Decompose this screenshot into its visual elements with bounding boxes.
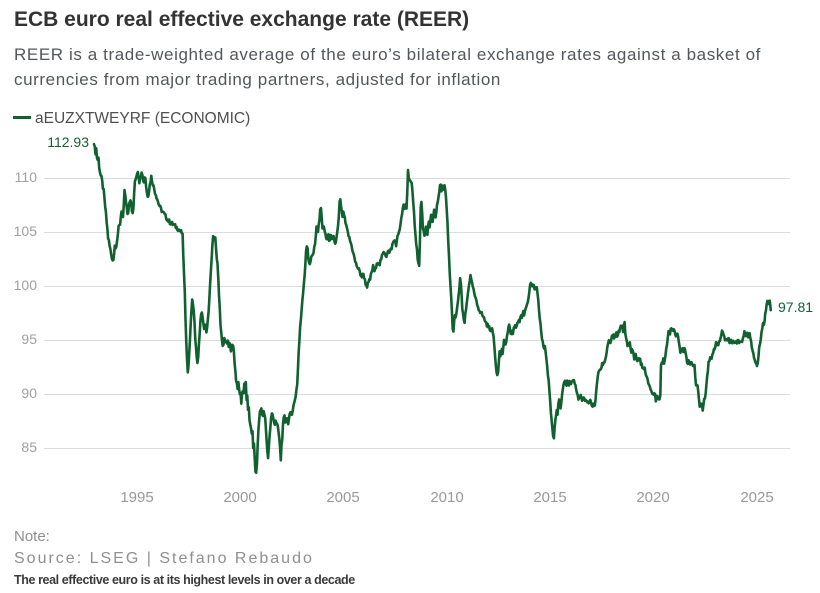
svg-text:105: 105 [14,223,38,239]
svg-text:2020: 2020 [636,489,669,506]
svg-text:2025: 2025 [740,489,773,506]
svg-text:95: 95 [21,331,37,347]
svg-text:2005: 2005 [326,489,359,506]
svg-text:2010: 2010 [430,489,463,506]
svg-text:1995: 1995 [120,489,153,506]
svg-text:110: 110 [15,169,38,185]
svg-text:85: 85 [21,439,37,455]
svg-text:90: 90 [21,385,37,401]
svg-text:100: 100 [14,277,38,293]
svg-text:97.81: 97.81 [778,299,813,315]
svg-text:2015: 2015 [533,489,566,506]
svg-text:2000: 2000 [223,489,256,506]
svg-text:112.93: 112.93 [47,134,89,150]
